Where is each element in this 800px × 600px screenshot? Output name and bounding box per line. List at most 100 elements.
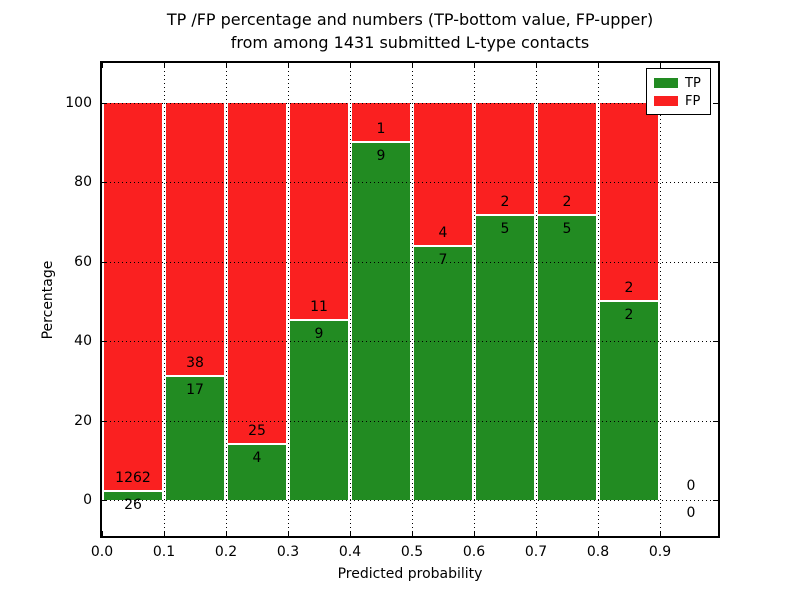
x-tick-label: 0.8 bbox=[586, 544, 610, 560]
tp-count-label: 17 bbox=[186, 382, 204, 398]
chart-title-line-1: TP /FP percentage and numbers (TP-bottom… bbox=[166, 10, 654, 29]
x-tick-mark bbox=[412, 63, 413, 68]
y-tick-label: 0 bbox=[83, 492, 92, 508]
y-tick-mark bbox=[102, 103, 107, 104]
fp-bar-segment bbox=[476, 103, 534, 214]
x-tick-mark bbox=[660, 531, 661, 536]
chart-title-line-2: from among 1431 submitted L-type contact… bbox=[230, 33, 590, 52]
v-gridline bbox=[660, 63, 661, 536]
x-tick-mark bbox=[164, 531, 165, 536]
legend: TP FP bbox=[646, 68, 711, 115]
fp-bar-segment bbox=[228, 103, 286, 443]
y-tick-mark bbox=[102, 500, 107, 501]
x-tick-mark bbox=[474, 63, 475, 68]
fp-count-label: 38 bbox=[186, 355, 204, 371]
y-tick-mark bbox=[713, 103, 718, 104]
fp-count-label: 25 bbox=[248, 423, 266, 439]
fp-legend-swatch bbox=[654, 96, 678, 106]
x-tick-mark bbox=[226, 63, 227, 68]
x-tick-mark bbox=[660, 63, 661, 68]
h-gridline bbox=[102, 182, 718, 183]
x-tick-mark bbox=[350, 63, 351, 68]
v-gridline bbox=[288, 63, 289, 536]
x-tick-label: 0.0 bbox=[90, 544, 114, 560]
y-tick-label: 20 bbox=[74, 413, 92, 429]
fp-bar-segment bbox=[414, 103, 472, 245]
x-tick-mark bbox=[598, 531, 599, 536]
fp-count-label: 1262 bbox=[115, 470, 151, 486]
tp-bar-segment bbox=[228, 445, 286, 500]
y-axis-label: Percentage bbox=[40, 260, 56, 340]
x-tick-mark bbox=[226, 531, 227, 536]
x-tick-mark bbox=[102, 63, 103, 68]
x-axis-label: Predicted probability bbox=[337, 566, 483, 582]
fp-count-label: 2 bbox=[624, 280, 634, 296]
tp-bar-segment bbox=[476, 216, 534, 500]
x-tick-label: 0.3 bbox=[276, 544, 300, 560]
tp-legend-swatch bbox=[654, 78, 678, 88]
y-tick-mark bbox=[102, 341, 107, 342]
y-tick-mark bbox=[102, 262, 107, 263]
v-gridline bbox=[536, 63, 537, 536]
v-gridline bbox=[412, 63, 413, 536]
tp-bar-segment bbox=[414, 247, 472, 500]
legend-entry-tp: TP bbox=[654, 76, 706, 90]
x-tick-mark bbox=[536, 531, 537, 536]
h-gridline bbox=[102, 500, 718, 501]
h-gridline bbox=[102, 341, 718, 342]
legend-entry-label: TP bbox=[685, 75, 701, 91]
x-tick-mark bbox=[102, 531, 103, 536]
tp-bar-segment bbox=[600, 302, 658, 500]
v-gridline bbox=[164, 63, 165, 536]
h-gridline bbox=[102, 262, 718, 263]
tp-count-label: 5 bbox=[500, 221, 510, 237]
tp-bar-segment bbox=[166, 377, 224, 500]
v-gridline bbox=[350, 63, 351, 536]
x-tick-mark bbox=[474, 531, 475, 536]
tp-count-label: 4 bbox=[252, 450, 262, 466]
y-tick-mark bbox=[713, 182, 718, 183]
y-tick-mark bbox=[713, 262, 718, 263]
x-tick-label: 0.4 bbox=[338, 544, 362, 560]
legend-entry-label: FP bbox=[685, 93, 701, 109]
fp-count-label: 1 bbox=[376, 121, 386, 137]
v-gridline bbox=[474, 63, 475, 536]
h-gridline bbox=[102, 103, 718, 104]
x-tick-mark bbox=[598, 63, 599, 68]
tp-count-label: 5 bbox=[562, 221, 572, 237]
x-tick-mark bbox=[164, 63, 165, 68]
y-tick-label: 80 bbox=[74, 174, 92, 190]
tp-count-label: 2 bbox=[624, 307, 634, 323]
y-tick-mark bbox=[102, 421, 107, 422]
fp-bar-segment bbox=[290, 103, 348, 319]
y-tick-mark bbox=[713, 341, 718, 342]
tp-bar-segment bbox=[538, 216, 596, 500]
fp-bar-segment bbox=[166, 103, 224, 375]
fp-count-label: 11 bbox=[310, 299, 328, 315]
tp-count-label: 9 bbox=[314, 326, 324, 342]
legend-entry-fp: FP bbox=[654, 94, 706, 108]
fp-count-label: 4 bbox=[438, 225, 448, 241]
x-tick-label: 0.7 bbox=[524, 544, 548, 560]
fp-count-label: 0 bbox=[686, 478, 696, 494]
y-tick-mark bbox=[713, 500, 718, 501]
y-tick-label: 40 bbox=[74, 333, 92, 349]
plot-area: 1262 26 38 17 25 4 11 9 1 9 4 7 2 5 2 5 2 2 0 0 bbox=[100, 61, 720, 538]
v-gridline bbox=[598, 63, 599, 536]
y-tick-label: 60 bbox=[74, 254, 92, 270]
x-tick-mark bbox=[288, 531, 289, 536]
x-tick-label: 0.9 bbox=[648, 544, 672, 560]
tp-bar-segment bbox=[352, 143, 410, 500]
tp-count-label: 7 bbox=[438, 252, 448, 268]
tp-count-label: 9 bbox=[376, 148, 386, 164]
x-tick-mark bbox=[288, 63, 289, 68]
fp-bar-segment bbox=[352, 103, 410, 141]
tp-bar-segment bbox=[104, 492, 162, 500]
tp-count-label: 26 bbox=[124, 497, 142, 513]
fp-count-label: 2 bbox=[562, 194, 572, 210]
tp-bar-segment bbox=[290, 321, 348, 500]
fp-bar-segment bbox=[104, 103, 162, 490]
y-tick-mark bbox=[713, 421, 718, 422]
y-tick-label: 100 bbox=[65, 95, 92, 111]
v-gridline bbox=[226, 63, 227, 536]
